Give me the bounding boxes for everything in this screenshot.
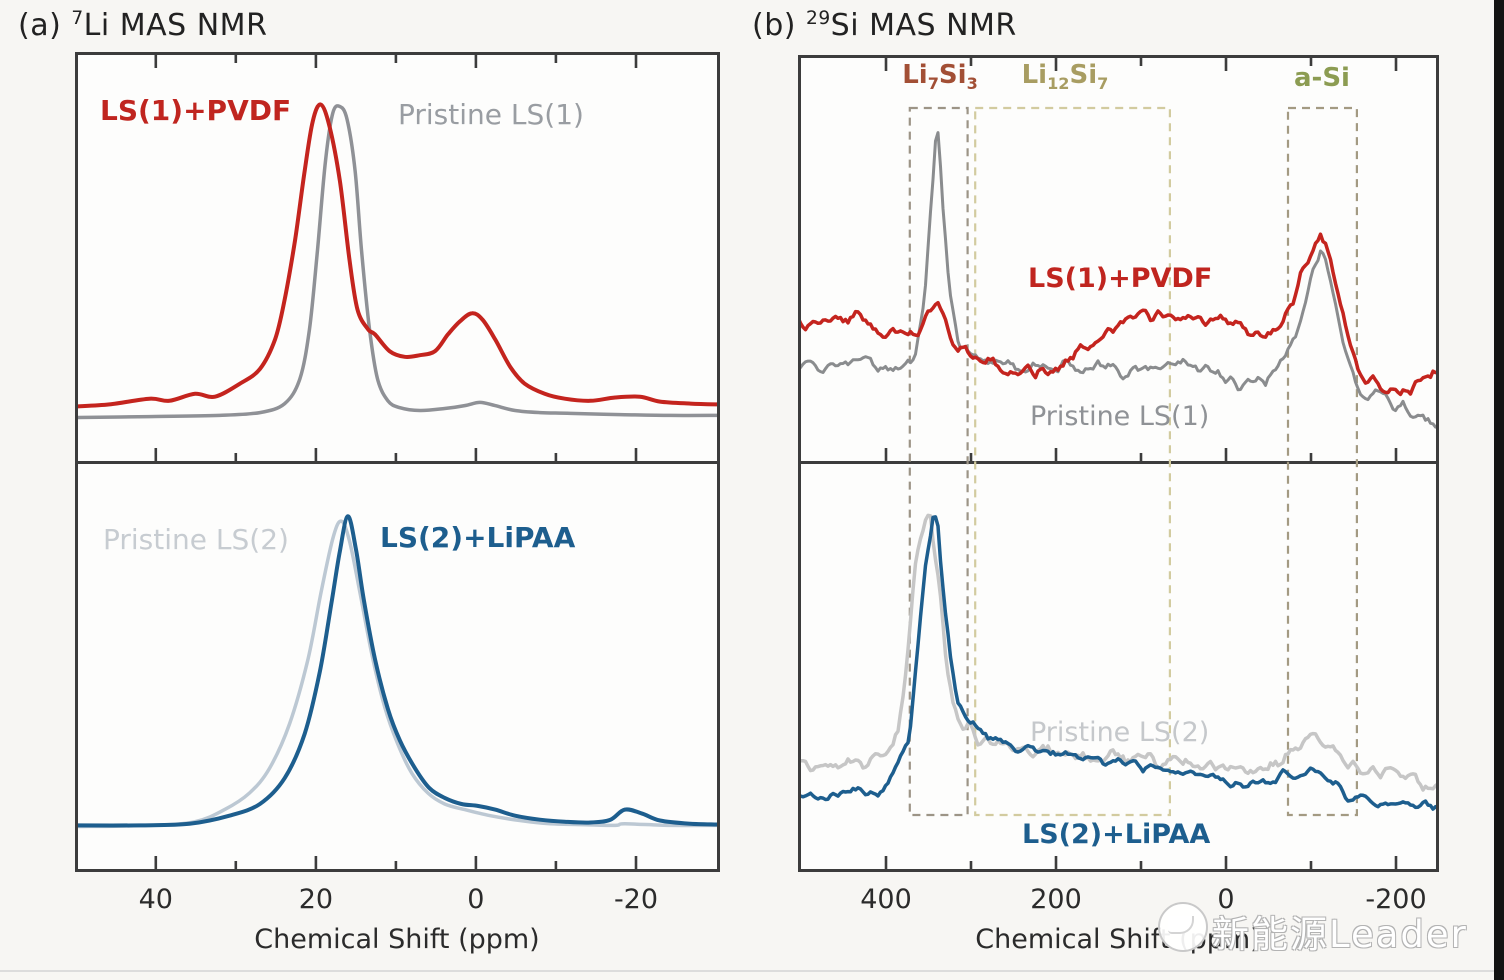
panel-a-divider [75,461,720,464]
curve-b-top-ls-1-pvdf [801,232,1436,397]
region-label-a-si: a-Si [1294,63,1350,93]
watermark-text: 新能源Leader [1212,913,1468,956]
region-label-li12si7: Li12Si7 [1021,60,1109,94]
curve-label-pristine-ls2-a: Pristine LS(2) [103,523,289,556]
panel-b-divider [798,461,1439,464]
panel-a-title: (a) 7Li MAS NMR [18,8,268,43]
curve-a-bottom-pristine-ls-2- [78,519,717,829]
tick-label-b-200: 200 [1030,884,1082,915]
tick-label-a-0: 0 [467,884,484,915]
region-box-li12si7 [974,106,1172,817]
curve-label-ls1-pvdf-b: LS(1)+PVDF [1028,263,1213,294]
watermark-logo-icon [1158,902,1208,952]
x-axis-title-b: Chemical Shift (ppm) [975,924,1261,955]
curve-a-top-ls-1-pvdf [78,102,717,409]
tick-label-b--200: -200 [1365,884,1426,915]
curve-label-ls2-lipaa-a: LS(2)+LiPAA [380,521,576,554]
region-label-li7si3: Li7Si3 [902,60,978,94]
tick-label-b-0: 0 [1217,884,1234,915]
watermark: 新能源Leader [1148,896,1488,958]
curve-label-pristine-ls1-a: Pristine LS(1) [398,98,584,131]
curve-a-bottom-ls-2-lipaa [78,514,717,828]
curve-label-pristine-ls1-b: Pristine LS(1) [1030,401,1210,432]
curve-b-bottom-pristine-ls-2- [801,513,1436,792]
tick-label-a-20: 20 [299,884,333,915]
x-axis-title-a: Chemical Shift (ppm) [254,924,540,955]
screenshot-right-border [1494,0,1504,980]
curve-b-top-pristine-ls-1- [801,131,1436,429]
tick-label-b-400: 400 [860,884,912,915]
region-box-li7si3 [908,106,969,817]
curve-label-ls1-pvdf-a: LS(1)+PVDF [100,94,292,127]
panel-b-title: (b) 29Si MAS NMR [752,8,1017,43]
curve-a-top-pristine-ls-1- [78,104,717,420]
curve-label-ls2-lipaa-b: LS(2)+LiPAA [1022,819,1211,850]
curve-label-pristine-ls2-b: Pristine LS(2) [1030,717,1210,748]
region-box-a-si [1286,106,1359,817]
screenshot-bottom-line [0,970,1494,972]
tick-label-a-40: 40 [139,884,173,915]
tick-label-a--20: -20 [614,884,658,915]
curve-b-bottom-ls-2-lipaa [801,515,1436,811]
